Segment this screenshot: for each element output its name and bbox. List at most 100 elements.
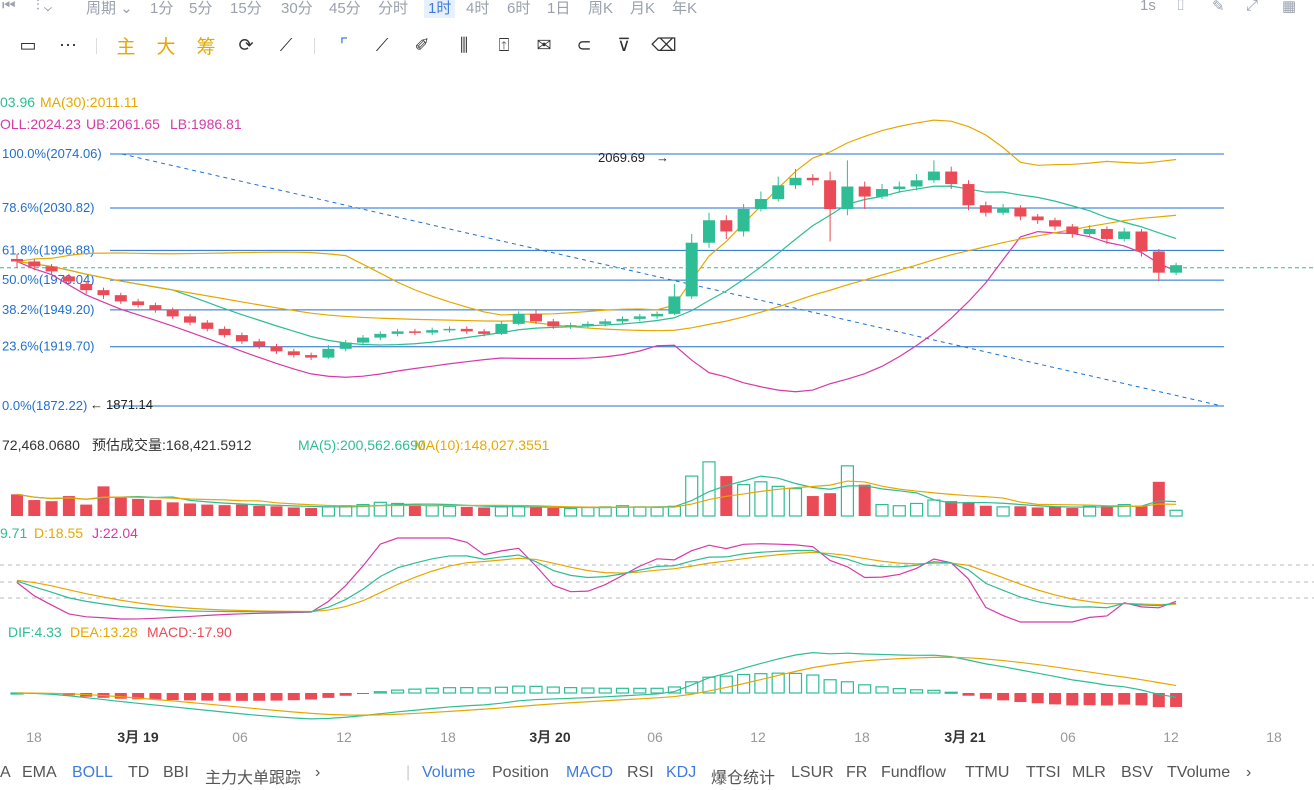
interval-30m[interactable]: 30分	[281, 0, 313, 17]
candle-body	[443, 328, 456, 331]
interval-15m[interactable]: 15分	[230, 0, 262, 17]
macd-bar	[339, 693, 352, 696]
candle-body	[62, 276, 75, 282]
fullscreen-icon[interactable]: ⤢	[1246, 0, 1259, 14]
indicator-volume[interactable]: Volume	[422, 764, 476, 781]
indicator-kdj[interactable]: KDJ	[666, 764, 697, 781]
candle-body	[478, 331, 491, 334]
macd-bar	[132, 693, 145, 700]
camera-icon[interactable]: ⌷	[1176, 0, 1186, 14]
refresh-rate[interactable]: 1s	[1140, 0, 1156, 14]
volume-bar	[321, 506, 335, 517]
macd-bar	[892, 688, 906, 694]
macd-bar	[1152, 693, 1165, 708]
clipboard-icon[interactable]: ⍐	[498, 34, 510, 55]
indicator-fundflow[interactable]: Fundflow	[881, 764, 946, 781]
brush-icon[interactable]: ✐	[414, 34, 430, 55]
candle-body	[1152, 251, 1165, 273]
settings-icon[interactable]: ▦	[1282, 0, 1297, 15]
time-axis-label: 06	[647, 729, 663, 745]
macd-bar	[1014, 693, 1027, 703]
vol-total-legend: 72,468.0680	[2, 437, 80, 453]
big-order-button[interactable]: 大	[156, 36, 176, 58]
prev-icon[interactable]: ⏮	[2, 0, 16, 14]
replay-icon[interactable]: ⟳	[238, 34, 254, 55]
kline-chart[interactable]: 100.0%(2074.06) 78.6%(2030.82) 61.8%(1996.…	[0, 70, 1314, 760]
indicator-boll[interactable]: BOLL	[72, 764, 113, 781]
chip-button[interactable]: 筹	[196, 36, 216, 58]
macd-bar	[184, 693, 196, 701]
candlestick-icon[interactable]: ⫼	[459, 34, 469, 55]
candle-body	[305, 355, 318, 358]
high-annotation: 2069.69	[598, 150, 645, 165]
period-dropdown[interactable]: 周期 ⌄	[86, 0, 133, 17]
interval-6h[interactable]: 6时	[507, 0, 531, 17]
edit-icon[interactable]: ✎	[1212, 0, 1225, 15]
macd-dif-line	[16, 652, 1177, 720]
interval-45m[interactable]: 45分	[329, 0, 361, 17]
indicator-tvolume[interactable]: TVolume	[1167, 764, 1231, 781]
filter-icon[interactable]: ⊽	[617, 34, 631, 55]
macd-histogram	[10, 652, 1183, 720]
indicator-ema[interactable]: EMA	[22, 764, 57, 781]
volume-bar	[806, 496, 819, 516]
volume-bar	[97, 486, 110, 516]
main-force-button[interactable]: 主	[116, 36, 136, 58]
indicator-mlr[interactable]: MLR	[1072, 764, 1106, 781]
interval-1d[interactable]: 1日	[547, 0, 571, 17]
rectangle-icon[interactable]: ▭	[19, 34, 37, 55]
indicator-bsv[interactable]: BSV	[1121, 764, 1154, 781]
note-icon[interactable]: ✉	[536, 34, 552, 55]
interval-1w[interactable]: 周K	[588, 0, 614, 17]
macd-bar	[1118, 693, 1131, 705]
candle-body	[737, 209, 750, 232]
time-axis-label: 18	[854, 729, 870, 745]
interval-1m[interactable]: 1分	[150, 0, 174, 17]
interval-1y[interactable]: 年K	[672, 0, 698, 17]
macd-bar	[615, 687, 630, 694]
indicator-bbi[interactable]: BBI	[163, 764, 189, 781]
indicator-ttsi[interactable]: TTSI	[1026, 764, 1061, 781]
indicator-fr[interactable]: FR	[846, 764, 868, 781]
indicator-edit-icon[interactable]: ⟋	[279, 34, 293, 55]
indicator-td[interactable]: TD	[128, 764, 150, 781]
volume-bar	[1117, 504, 1131, 517]
volume-bar	[547, 508, 560, 516]
macd-dea-line	[16, 656, 1177, 716]
candle-type-icon[interactable]: ⫶ ⌄	[36, 0, 53, 14]
indicator-main-force[interactable]: 主力大单跟踪	[205, 770, 302, 787]
chevron-right-icon[interactable]: ›	[1246, 764, 1252, 781]
volume-bar	[166, 502, 179, 516]
volume-bar	[824, 493, 837, 516]
indicator-liquidation[interactable]: 爆仓统计	[711, 770, 776, 787]
indicator-macd[interactable]: MACD	[566, 764, 614, 781]
indicator-ttmu[interactable]: TTMU	[965, 764, 1010, 781]
volume-bar	[442, 505, 457, 517]
candle-body	[772, 185, 785, 200]
interval-timeshare[interactable]: 分时	[378, 0, 409, 17]
drawing-toolbar: ▭ ⋯ 主 大 筹 ⟳ ⟋ ⌜ ⟋ ✐ ⫼ ⍐ ✉ ⊂ ⊽ ⌫	[0, 32, 1314, 60]
macd-bar	[1049, 693, 1061, 705]
macd-bar	[719, 675, 733, 694]
vol-ma5-legend: MA(5):200,562.6690	[298, 437, 426, 453]
indicator-lsur[interactable]: LSUR	[791, 764, 834, 781]
candle-body	[564, 325, 577, 327]
interval-1mo[interactable]: 月K	[630, 0, 656, 17]
more-icon[interactable]: ⋯	[59, 34, 77, 55]
trash-icon[interactable]: ⌫	[651, 34, 677, 55]
interval-1h[interactable]: 1时	[424, 0, 456, 18]
interval-4h[interactable]: 4时	[466, 0, 490, 17]
candle-body	[45, 266, 58, 272]
macd-bar	[771, 672, 785, 694]
candle-body	[962, 184, 975, 206]
ruler-icon[interactable]: ⟋	[375, 34, 389, 55]
indicator-position[interactable]: Position	[492, 764, 549, 781]
crosshair-icon[interactable]: ⌜	[339, 34, 349, 55]
time-axis: 18 3月 19 06 12 18 3月 20 06 12 18 3月 21 06 12 18	[26, 729, 1282, 745]
indicator-rsi[interactable]: RSI	[627, 764, 654, 781]
interval-5m[interactable]: 5分	[189, 0, 213, 17]
chevron-right-icon[interactable]: ›	[315, 764, 321, 781]
indicator-a[interactable]: A	[0, 764, 11, 781]
magnet-icon[interactable]: ⊂	[576, 34, 592, 55]
candle-body	[1031, 216, 1044, 221]
